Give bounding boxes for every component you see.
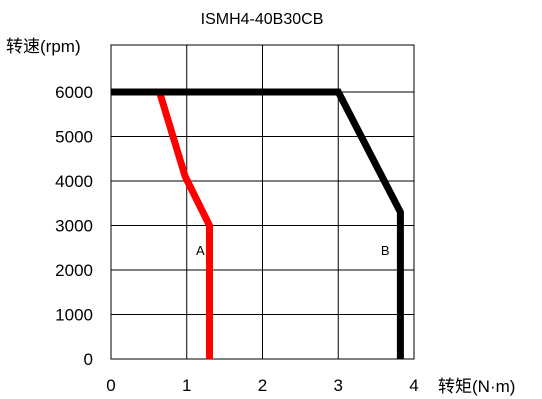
- chart-title: ISMH4-40B30CB: [201, 11, 324, 28]
- x-tick-label: 3: [334, 376, 343, 395]
- series-annotation-a: A: [196, 243, 205, 258]
- y-tick-label: 6000: [55, 83, 93, 102]
- y-tick-label: 5000: [55, 128, 93, 147]
- x-tick-label: 2: [258, 376, 267, 395]
- x-tick-label: 0: [106, 376, 115, 395]
- y-tick-label: 3000: [55, 217, 93, 236]
- y-axis-label: 转速(rpm): [6, 37, 81, 56]
- y-tick-label: 1000: [55, 306, 93, 325]
- x-tick-label: 4: [409, 376, 418, 395]
- y-tick-label: 0: [84, 350, 93, 369]
- y-tick-label: 2000: [55, 261, 93, 280]
- x-tick-label: 1: [182, 376, 191, 395]
- x-axis-label: 转矩(N·m): [438, 377, 515, 396]
- tick-labels: 0 1 2 3 4 0 1000 2000 3000 4000 5000 6000: [55, 83, 419, 395]
- series-lines: [111, 88, 404, 359]
- series-annotation-b: B: [381, 243, 390, 258]
- series-line-b: [111, 88, 404, 359]
- y-tick-label: 4000: [55, 172, 93, 191]
